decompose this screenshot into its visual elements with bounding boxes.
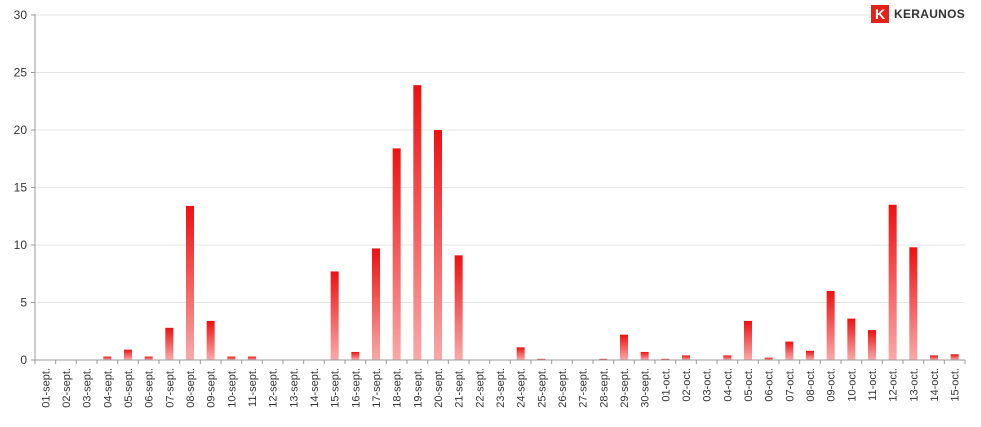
bar xyxy=(847,318,856,360)
x-tick-label: 28-sept. xyxy=(598,368,610,408)
y-tick-label: 5 xyxy=(20,296,27,310)
x-tick-label: 20-sept. xyxy=(433,368,445,408)
bar xyxy=(516,347,525,360)
bar xyxy=(124,349,132,360)
keraunos-logo: K KERAUNOS xyxy=(871,5,965,23)
x-tick-label: 01-oct. xyxy=(660,368,672,402)
bar xyxy=(165,327,174,360)
x-tick-label: 05-sept. xyxy=(123,368,135,408)
bar xyxy=(950,354,959,360)
x-tick-label: 12-sept. xyxy=(268,368,280,408)
bar xyxy=(930,355,938,360)
bar xyxy=(330,271,339,360)
x-tick-label: 13-sept. xyxy=(288,368,300,408)
x-tick-label: 07-oct. xyxy=(784,368,796,402)
bar xyxy=(744,320,752,360)
logo-mark-icon: K xyxy=(871,5,889,23)
y-tick-label: 30 xyxy=(14,8,28,22)
bar xyxy=(599,358,608,360)
x-tick-label: 02-sept. xyxy=(61,368,73,408)
x-tick-label: 17-sept. xyxy=(371,368,383,408)
x-tick-label: 29-sept. xyxy=(619,368,631,408)
x-tick-label: 16-sept. xyxy=(350,368,362,408)
x-tick-label: 22-sept. xyxy=(474,368,486,408)
x-tick-label: 06-oct. xyxy=(764,368,776,402)
x-tick-label: 10-sept. xyxy=(226,368,238,408)
x-tick-label: 30-sept. xyxy=(640,368,652,408)
y-tick-label: 0 xyxy=(20,353,27,367)
y-tick-label: 20 xyxy=(14,123,28,137)
bar xyxy=(372,248,380,360)
bar xyxy=(723,355,732,360)
bar xyxy=(682,355,690,360)
axes xyxy=(31,14,966,364)
x-tick-label: 21-sept. xyxy=(454,368,466,408)
bar xyxy=(640,351,649,360)
x-tick-label: 15-oct. xyxy=(950,368,962,402)
bar xyxy=(454,255,463,360)
x-tick-label: 26-sept. xyxy=(557,368,569,408)
x-tick-label: 05-oct. xyxy=(743,368,755,402)
x-tick-label: 25-sept. xyxy=(536,368,548,408)
y-tick-label: 10 xyxy=(14,238,28,252)
bar xyxy=(144,356,153,360)
x-tick-label: 07-sept. xyxy=(164,368,176,408)
x-tick-label: 09-oct. xyxy=(826,368,838,402)
x-tick-label: 13-oct. xyxy=(908,368,920,402)
bar xyxy=(764,357,773,360)
bar xyxy=(392,148,401,360)
bar xyxy=(186,205,194,360)
x-tick-label: 24-sept. xyxy=(516,368,528,408)
bar xyxy=(620,334,628,360)
bar xyxy=(227,356,236,360)
x-tick-label: 08-oct. xyxy=(805,368,817,402)
x-tick-label: 02-oct. xyxy=(681,368,693,402)
x-tick-label: 14-sept. xyxy=(309,368,321,408)
x-tick-label: 10-oct. xyxy=(846,368,858,402)
bar xyxy=(806,350,814,360)
logo-text: KERAUNOS xyxy=(894,7,966,21)
x-tick-label: 03-sept. xyxy=(82,368,94,408)
x-tick-label: 08-sept. xyxy=(185,368,197,408)
y-tick-label: 25 xyxy=(14,66,28,80)
gridlines xyxy=(35,14,965,303)
x-tick-label: 09-sept. xyxy=(206,368,218,408)
x-tick-label: 11-oct. xyxy=(867,368,879,401)
x-tick-label: 04-sept. xyxy=(102,368,114,408)
bar xyxy=(661,358,670,360)
bar xyxy=(537,358,546,360)
bar xyxy=(785,341,794,360)
bar xyxy=(826,291,835,360)
x-tick-label: 15-sept. xyxy=(330,368,342,408)
x-tick-label: 19-sept. xyxy=(412,368,424,408)
bar xyxy=(248,356,256,360)
x-tick-label: 12-oct. xyxy=(888,368,900,402)
x-tick-labels: 01-sept. 02-sept. 03-sept. 04-sept. 05-sept.… xyxy=(40,368,961,408)
bar xyxy=(413,85,422,361)
y-tick-label: 15 xyxy=(14,181,28,195)
bar xyxy=(888,204,897,360)
bar xyxy=(206,320,215,360)
bar xyxy=(351,351,360,360)
y-tick-labels: 0 5 10 15 20 25 30 xyxy=(14,8,28,367)
x-tick-label: 23-sept. xyxy=(495,368,507,408)
x-tick-label: 04-oct. xyxy=(722,368,734,402)
x-tick-label: 27-sept. xyxy=(578,368,590,408)
x-tick-label: 06-sept. xyxy=(144,368,156,408)
bar xyxy=(868,330,876,360)
bar xyxy=(909,247,918,360)
x-tick-label: 01-sept. xyxy=(40,368,52,408)
bars xyxy=(103,85,959,361)
x-tick-label: 18-sept. xyxy=(392,368,404,408)
bar xyxy=(103,356,112,360)
x-tick-label: 03-oct. xyxy=(702,368,714,402)
bar xyxy=(434,130,442,360)
x-tick-label: 11-sept. xyxy=(247,368,259,407)
x-tick-label: 14-oct. xyxy=(929,368,941,402)
